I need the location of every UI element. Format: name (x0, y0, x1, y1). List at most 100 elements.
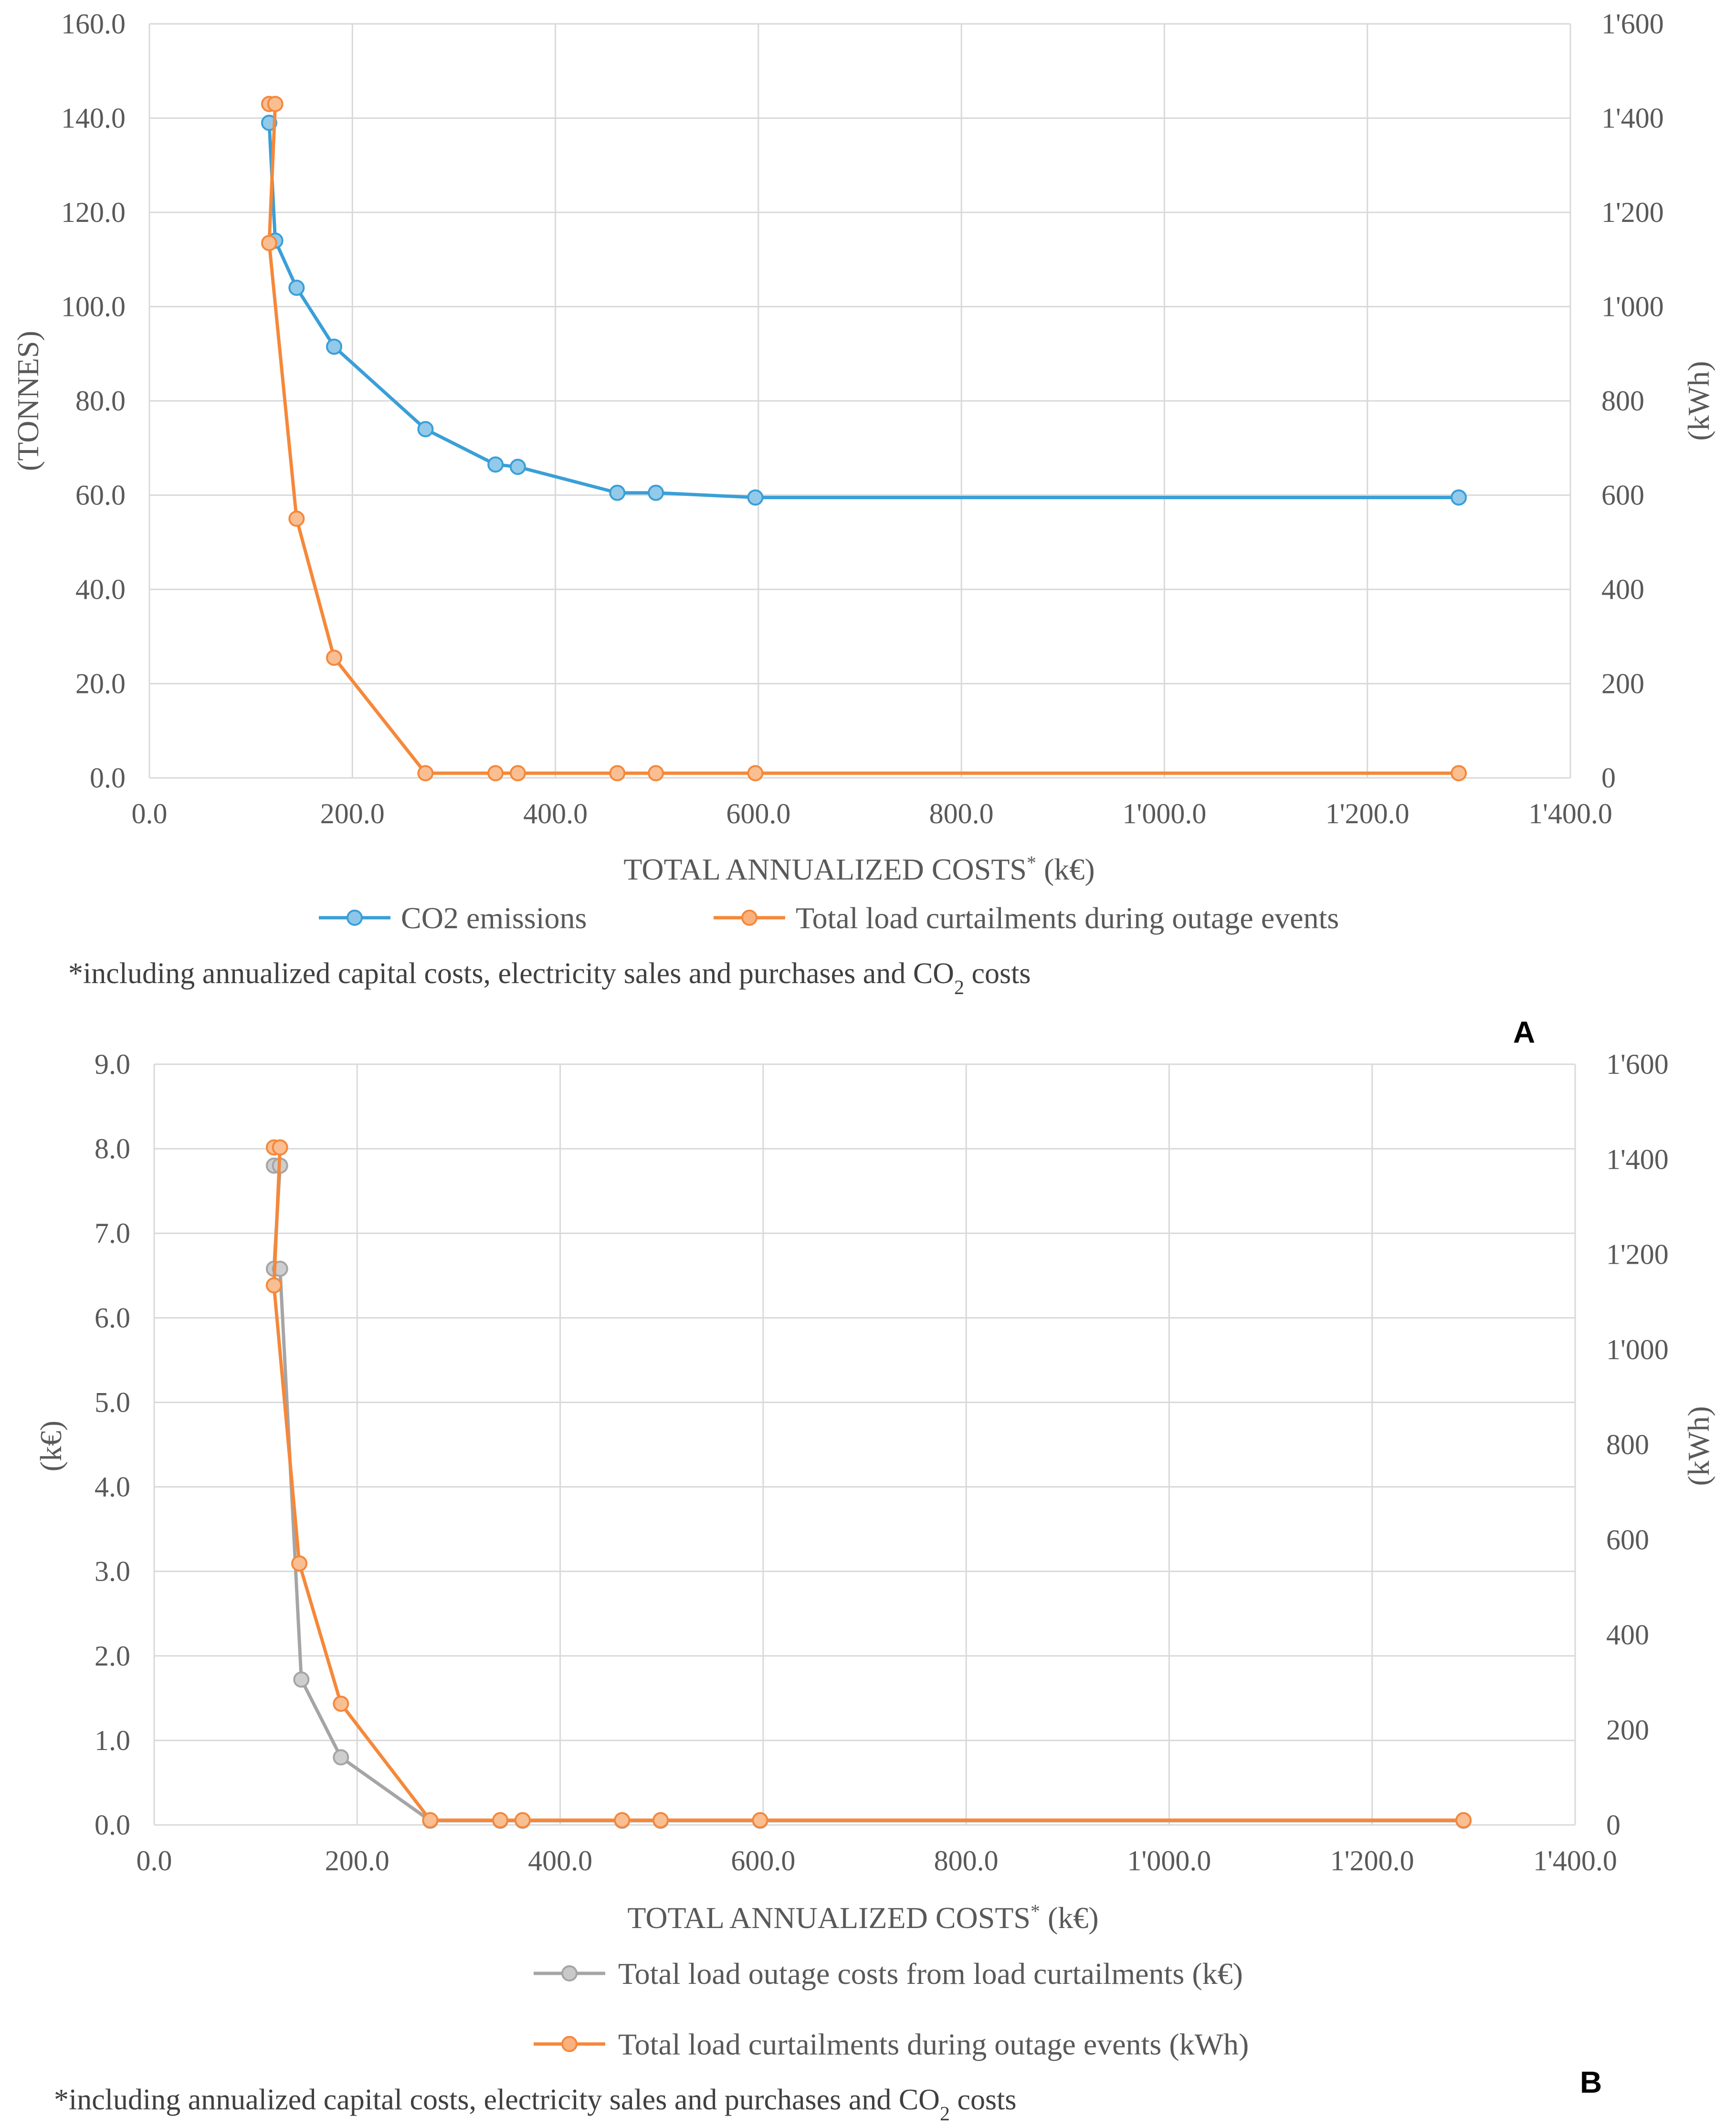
gridlines-horizontal-a (149, 23, 1570, 779)
legend-item-curtailments-a: Total load curtailments during outage ev… (714, 901, 1339, 935)
x-ticks-b: 0.0 200.0 400.0 600.0 800.0 1'000.0 1'200.0 1'4… (137, 1845, 1617, 1876)
x-tick-label: 800.0 (934, 1845, 999, 1876)
data-point (1455, 1812, 1472, 1829)
y-right-tick-label: 1'000 (1601, 291, 1664, 323)
x-axis-title-a: TOTAL ANNUALIZED COSTS* (k€) (623, 852, 1094, 887)
y-right-tick-label: 200 (1601, 668, 1644, 700)
data-point (648, 484, 664, 501)
data-point (333, 1749, 349, 1766)
y-right-tick-label: 600 (1601, 480, 1644, 511)
y-right-tick-label: 400 (1601, 574, 1644, 605)
data-point (288, 510, 305, 527)
y-left-tick-label: 0.0 (95, 1809, 130, 1841)
data-point (1451, 765, 1467, 782)
data-point (272, 1139, 288, 1156)
data-point (326, 650, 343, 666)
data-point (261, 235, 277, 252)
y-left-tick-label: 120.0 (61, 197, 126, 228)
data-point (417, 765, 434, 782)
data-point (288, 280, 305, 296)
x-tick-label: 1'400.0 (1528, 798, 1612, 829)
data-point (326, 338, 343, 355)
y-left-tick-label: 60.0 (75, 480, 126, 511)
x-tick-label: 600.0 (726, 798, 790, 829)
x-ticks-a: 0.0 200.0 400.0 600.0 800.0 1'000.0 1'200.0 1'4… (132, 798, 1612, 829)
y-left-tick-label: 6.0 (95, 1302, 130, 1333)
y-left-ticks-a: 0.0 20.0 40.0 60.0 80.0 100.0 120.0 140.0 160.0 (61, 8, 126, 794)
y-right-tick-label: 800 (1606, 1429, 1649, 1460)
data-point (609, 765, 626, 782)
y-left-tick-label: 0.0 (90, 762, 126, 794)
data-point (417, 421, 434, 438)
y-right-tick-label: 600 (1606, 1524, 1649, 1555)
x-tick-label: 1'200.0 (1330, 1845, 1414, 1876)
data-point (747, 765, 764, 782)
data-point (648, 765, 664, 782)
data-point (609, 484, 626, 501)
y-left-tick-label: 4.0 (95, 1471, 130, 1503)
y-right-tick-label: 1'400 (1606, 1143, 1669, 1175)
legend-a: CO2 emissions Total load curtailments du… (319, 901, 1339, 935)
legend-label-curtailments-a: Total load curtailments during outage ev… (796, 901, 1339, 935)
y-left-tick-label: 2.0 (95, 1640, 130, 1672)
gridlines-vertical-a (148, 24, 1571, 778)
y-left-tick-label: 20.0 (75, 668, 126, 700)
chart-panel-a: 0.020.040.060.080.0100.0120.0140.0160.0 … (11, 8, 1715, 1049)
data-point (333, 1695, 349, 1712)
x-tick-label: 400.0 (523, 798, 588, 829)
plot-area-b (154, 1064, 1575, 1825)
y-right-axis-title-a: (kWh) (1682, 361, 1715, 440)
x-tick-label: 0.0 (132, 798, 168, 829)
series-line-a-1 (267, 102, 1459, 775)
y-left-tick-label: 160.0 (61, 8, 126, 40)
legend-item-curtailments-b: Total load curtailments during outage ev… (534, 2027, 1249, 2061)
y-left-tick-label: 8.0 (95, 1133, 130, 1164)
y-right-axis-title-b: (kWh) (1682, 1406, 1715, 1486)
y-right-tick-label: 800 (1601, 385, 1644, 417)
x-tick-label: 200.0 (320, 798, 385, 829)
y-left-tick-label: 140.0 (61, 103, 126, 134)
y-right-ticks-b: 0 200 400 600 800 1'000 1'200 1'400 1'600 (1606, 1048, 1669, 1841)
y-right-tick-label: 1'000 (1606, 1334, 1669, 1365)
y-left-ticks-b: 0.0 1.0 2.0 3.0 4.0 5.0 6.0 7.0 8.0 9.0 (95, 1048, 130, 1841)
x-tick-label: 400.0 (528, 1845, 592, 1876)
chart-panel-b: 0.0 1.0 2.0 3.0 4.0 5.0 6.0 7.0 8.0 9.0 0 200 400 60… (34, 1048, 1715, 2125)
x-tick-label: 1'000.0 (1123, 798, 1207, 829)
data-point (652, 1812, 669, 1829)
data-point (267, 95, 284, 112)
data-point (509, 459, 526, 475)
legend-b: Total load outage costs from load curtai… (534, 1957, 1249, 2061)
y-left-tick-label: 7.0 (95, 1217, 130, 1249)
y-left-tick-label: 100.0 (61, 291, 126, 323)
series-a (261, 95, 1467, 782)
data-point (492, 1812, 509, 1829)
x-tick-label: 800.0 (929, 798, 994, 829)
y-right-tick-label: 1'200 (1601, 197, 1664, 228)
y-right-tick-label: 1'600 (1606, 1048, 1669, 1080)
panel-label-a: A (1513, 1015, 1535, 1049)
y-left-tick-label: 3.0 (95, 1556, 130, 1587)
y-left-tick-label: 9.0 (95, 1048, 130, 1080)
data-point (614, 1812, 631, 1829)
data-point (265, 1277, 282, 1294)
y-left-axis-title-a: (TONNES) (11, 331, 45, 471)
panel-label-b: B (1580, 2065, 1602, 2099)
data-point (1451, 489, 1467, 506)
data-point (487, 456, 504, 473)
y-right-tick-label: 0 (1606, 1809, 1620, 1841)
legend-label-curtailments-b: Total load curtailments during outage ev… (618, 2027, 1249, 2061)
y-right-ticks-a: 0 200 400 600 800 1'000 1'200 1'400 1'600 (1601, 8, 1664, 794)
y-left-tick-label: 80.0 (75, 385, 126, 417)
data-point (422, 1812, 439, 1829)
x-tick-label: 200.0 (325, 1845, 389, 1876)
y-right-tick-label: 0 (1601, 762, 1616, 794)
series-b (265, 1139, 1472, 1829)
footnote-b: *including annualized capital costs, ele… (54, 2084, 1016, 2125)
data-point (509, 765, 526, 782)
data-point (514, 1812, 531, 1829)
y-left-tick-label: 5.0 (95, 1386, 130, 1418)
y-right-tick-label: 1'600 (1601, 8, 1664, 40)
data-point (291, 1555, 308, 1572)
series-line-b-1 (272, 1145, 1464, 1822)
